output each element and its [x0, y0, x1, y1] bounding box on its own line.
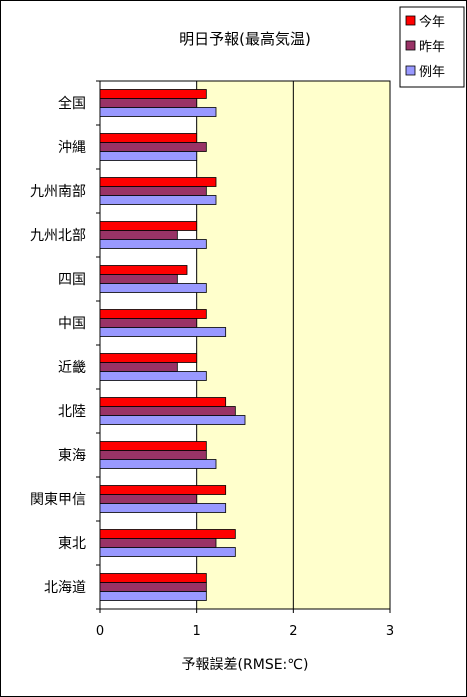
chart-title: 明日予報(最高気温)	[179, 30, 311, 48]
bar-5-1	[99, 318, 198, 328]
bar-9-1	[99, 494, 198, 504]
bar-2-0	[99, 177, 217, 187]
x-tick-label: 0	[96, 624, 104, 639]
category-label: 北海道	[44, 580, 86, 596]
category-label: 九州南部	[30, 184, 86, 200]
bar-9-0	[99, 485, 227, 495]
x-tick-label: 1	[193, 624, 201, 639]
bar-3-1	[99, 230, 178, 240]
bar-7-0	[99, 397, 227, 407]
bar-4-0	[99, 265, 188, 275]
category-label: 九州北部	[30, 228, 86, 244]
bar-8-0	[99, 441, 207, 451]
x-axis-label: 予報誤差(RMSE:℃)	[182, 657, 309, 673]
bar-6-0	[99, 353, 198, 363]
bar-3-0	[99, 221, 198, 231]
bar-11-1	[99, 582, 207, 592]
bar-2-1	[99, 186, 207, 196]
category-label: 北陸	[58, 404, 86, 420]
bar-7-1	[99, 406, 236, 416]
plot-area-left	[100, 81, 197, 609]
bar-11-2	[99, 591, 207, 601]
legend-label-1: 昨年	[419, 40, 445, 55]
category-label: 東北	[58, 536, 86, 552]
category-label: 四国	[58, 272, 86, 288]
bar-4-1	[99, 274, 178, 284]
bar-8-1	[99, 450, 207, 460]
bar-5-2	[99, 327, 227, 337]
legend-swatch-1	[405, 40, 416, 51]
bar-3-2	[99, 239, 207, 249]
bar-1-0	[99, 133, 198, 143]
category-label: 全国	[58, 95, 86, 112]
bar-9-2	[99, 503, 227, 513]
category-label: 関東甲信	[30, 492, 86, 508]
category-label: 中国	[58, 316, 86, 332]
bar-11-0	[99, 573, 207, 583]
bar-5-0	[99, 309, 207, 319]
category-label: 沖縄	[58, 140, 86, 156]
bar-7-2	[99, 415, 246, 425]
bar-4-2	[99, 283, 207, 293]
x-tick-label: 2	[289, 624, 297, 639]
bar-0-1	[99, 98, 198, 108]
bar-1-1	[99, 142, 207, 152]
bar-2-2	[99, 195, 217, 205]
legend-swatch-0	[405, 15, 416, 26]
bar-10-1	[99, 538, 217, 548]
bar-6-1	[99, 362, 178, 372]
bar-8-2	[99, 459, 217, 469]
x-tick-label: 3	[386, 624, 394, 639]
category-label: 東海	[58, 448, 86, 464]
legend-label-2: 例年	[419, 65, 445, 80]
legend-label-0: 今年	[419, 14, 445, 30]
bar-0-0	[99, 89, 207, 99]
bar-6-2	[99, 371, 207, 381]
bar-10-0	[99, 529, 236, 539]
category-label: 近畿	[58, 360, 86, 376]
bar-1-2	[99, 151, 198, 161]
bar-10-2	[99, 547, 236, 557]
legend-swatch-2	[405, 65, 416, 76]
bar-0-2	[99, 107, 217, 117]
